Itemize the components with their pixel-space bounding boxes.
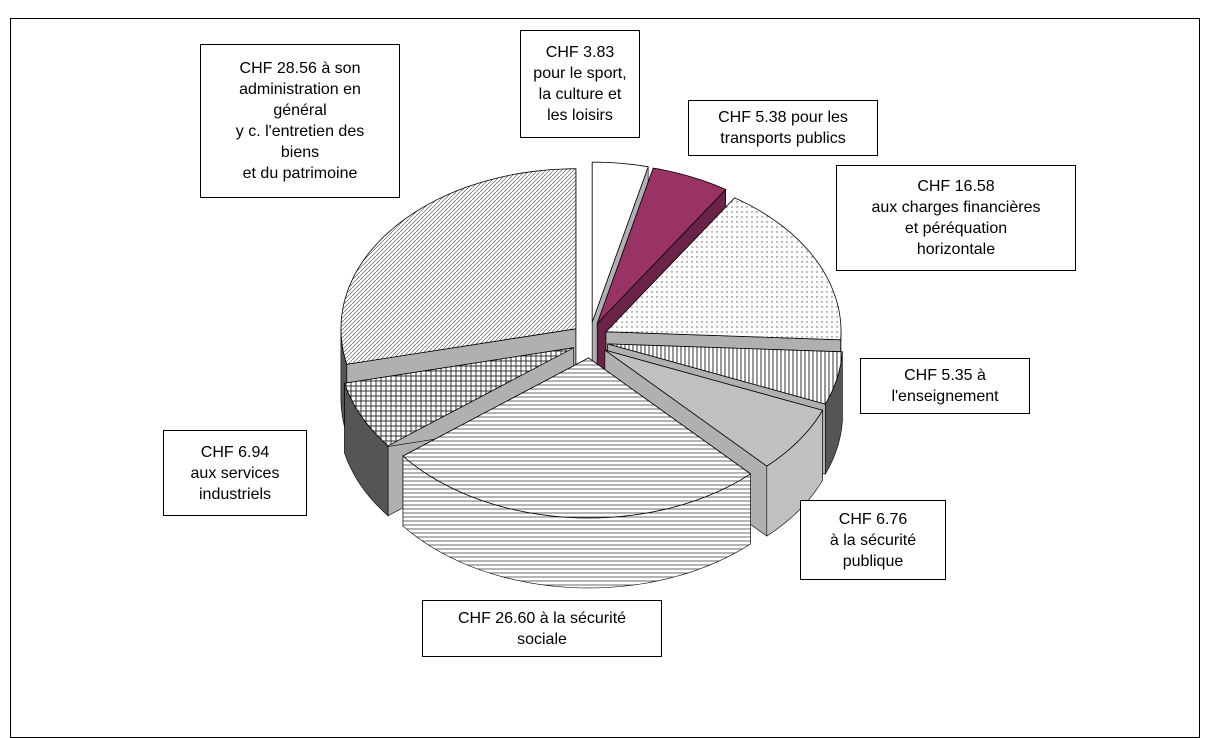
label-line: sociale [427, 629, 657, 650]
label-line: l'enseignement [865, 386, 1025, 407]
page: (() => { const data = JSON.parse(documen… [0, 0, 1211, 717]
label-line: y c. l'entretien des [205, 121, 395, 142]
label-line: et péréquation [841, 218, 1071, 239]
label-line: transports publics [693, 128, 873, 149]
label-line: administration en [205, 79, 395, 100]
label-line: CHF 6.94 [168, 442, 302, 463]
label-line: à la sécurité [805, 530, 941, 551]
label-line: horizontale [841, 239, 1071, 260]
label-line: biens [205, 142, 395, 163]
label-line: général [205, 100, 395, 121]
label-line: publique [805, 551, 941, 572]
label-line: CHF 28.56 à son [205, 58, 395, 79]
label-line: CHF 6.76 [805, 509, 941, 530]
label-line: industriels [168, 484, 302, 505]
label-line: CHF 5.35 à [865, 365, 1025, 386]
label-line: CHF 3.83 [525, 42, 635, 63]
label-line: pour le sport, [525, 63, 635, 84]
label-line: CHF 26.60 à la sécurité [427, 608, 657, 629]
label-line: aux charges financières [841, 197, 1071, 218]
label-line: aux services [168, 463, 302, 484]
label-line: les loisirs [525, 105, 635, 126]
label-line: CHF 16.58 [841, 176, 1071, 197]
label-line: et du patrimoine [205, 163, 395, 184]
label-line: la culture et [525, 84, 635, 105]
label-line: CHF 5.38 pour les [693, 107, 873, 128]
